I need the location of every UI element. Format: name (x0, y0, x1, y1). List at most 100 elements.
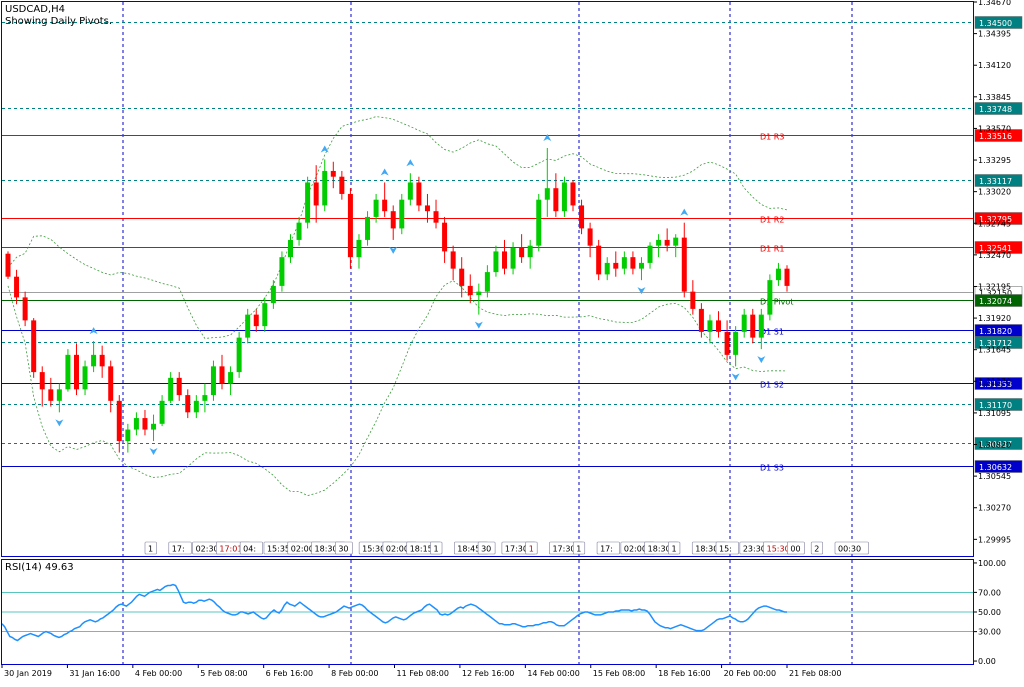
event-marker (477, 541, 496, 555)
candle-body (193, 400, 199, 413)
candle-body (91, 354, 97, 367)
candle-body (339, 176, 345, 194)
candle-body (365, 216, 371, 240)
price-level-value: 1.31170 (979, 401, 1012, 410)
rsi-tick-label: 30.00 (978, 628, 1001, 637)
candle-body (56, 389, 62, 401)
event-time-label: 15:30 (362, 545, 385, 554)
candle-body (99, 354, 105, 367)
candle-body (536, 199, 542, 246)
pivot-label: D1 S2 (760, 381, 784, 390)
price-level-value: 1.31712 (979, 339, 1012, 348)
candle-body (433, 211, 439, 223)
candle-body (681, 237, 687, 292)
event-time-label: 17:30 (552, 545, 575, 554)
event-marker (668, 541, 681, 555)
candle-body (570, 182, 576, 206)
event-time-label: 1 (529, 545, 534, 554)
fractal-up-icon (380, 168, 389, 176)
price-level-value: 1.32074 (979, 297, 1012, 306)
candle-body (767, 280, 773, 315)
upper-band (7, 116, 788, 339)
envelope-bands (7, 116, 788, 497)
candle-body (416, 182, 422, 206)
price-tick-label: 1.31645 (978, 346, 1011, 355)
price-level-badge (974, 437, 1023, 450)
candle-body (296, 222, 302, 240)
candle-body (502, 251, 508, 269)
time-tick-label: 15 Feb 08:00 (593, 669, 645, 678)
candle-body (73, 354, 79, 390)
event-marker (787, 541, 805, 555)
candle-body (176, 377, 182, 396)
event-time-label: 30 (481, 545, 491, 554)
candle-body (116, 400, 122, 442)
candle-body (287, 239, 293, 258)
candle-body (313, 182, 319, 206)
candle-body (690, 291, 696, 309)
candle-body (31, 320, 37, 373)
candle-body (459, 268, 465, 286)
candle-body (279, 257, 285, 286)
candle-body (707, 320, 713, 332)
price-tick-label: 1.33570 (978, 124, 1011, 133)
price-tick-label: 1.32745 (978, 219, 1011, 228)
candle-body (424, 205, 430, 212)
candle-body (322, 170, 328, 206)
symbol-title: USDCAD,H4 (5, 4, 65, 15)
event-marker (335, 541, 353, 555)
candle-body (22, 297, 28, 321)
event-time-label: 18:15 (410, 545, 433, 554)
separator-grid (122, 2, 853, 664)
price-tick-label: 1.31370 (978, 377, 1011, 386)
event-time-label: 1 (148, 545, 153, 554)
event-marker (144, 541, 157, 555)
price-level-value: 1.30632 (979, 463, 1012, 472)
candle-body (245, 314, 251, 338)
candle-body (133, 418, 139, 430)
event-time-label: 02:00 (291, 545, 314, 554)
event-marker (810, 541, 824, 555)
time-tick-label: 5 Feb 08:00 (200, 669, 247, 678)
candle-body (724, 331, 730, 355)
rsi-line (1, 583, 787, 642)
price-tick-label: 1.30270 (978, 504, 1011, 513)
candle-body (262, 303, 268, 327)
event-time-label: 17:30 (505, 545, 528, 554)
price-level-badge (974, 294, 1023, 307)
event-time-label: 17:01 (219, 545, 242, 554)
candle-body (168, 377, 174, 401)
event-time-label: 18:30 (648, 545, 671, 554)
price-tick-label: 1.31920 (978, 314, 1011, 323)
fractal-down-icon (149, 448, 158, 456)
candle-body (219, 366, 225, 384)
candle-body (159, 400, 165, 424)
candle-body (621, 257, 627, 269)
candle-body (716, 320, 722, 332)
candle-body (14, 276, 20, 298)
candle-body (775, 268, 781, 281)
candle-body (664, 239, 670, 246)
fractal-down-icon (637, 287, 646, 295)
candle-body (228, 372, 234, 384)
price-level-value: 1.34500 (979, 19, 1012, 28)
candle-body (210, 366, 216, 396)
time-tick-label: 30 Jan 2019 (4, 669, 52, 678)
candle-body (673, 237, 679, 246)
price-tick-label: 1.29995 (978, 535, 1011, 544)
lower-band (7, 280, 788, 497)
candle-body (647, 245, 653, 263)
candle-body (373, 199, 379, 217)
event-time-label: 18:30 (315, 545, 338, 554)
candle-body (65, 354, 71, 390)
pivot-label: D1 S1 (760, 328, 784, 337)
event-marker (572, 541, 586, 555)
price-tick-label: 1.33845 (978, 93, 1011, 102)
event-marker (596, 541, 620, 555)
price-level-value: 1.31820 (979, 327, 1012, 336)
event-time-label: 1 (576, 545, 581, 554)
candle-body (390, 211, 396, 229)
candle-body (604, 262, 610, 275)
rsi-tick-label: 70.00 (978, 588, 1001, 597)
